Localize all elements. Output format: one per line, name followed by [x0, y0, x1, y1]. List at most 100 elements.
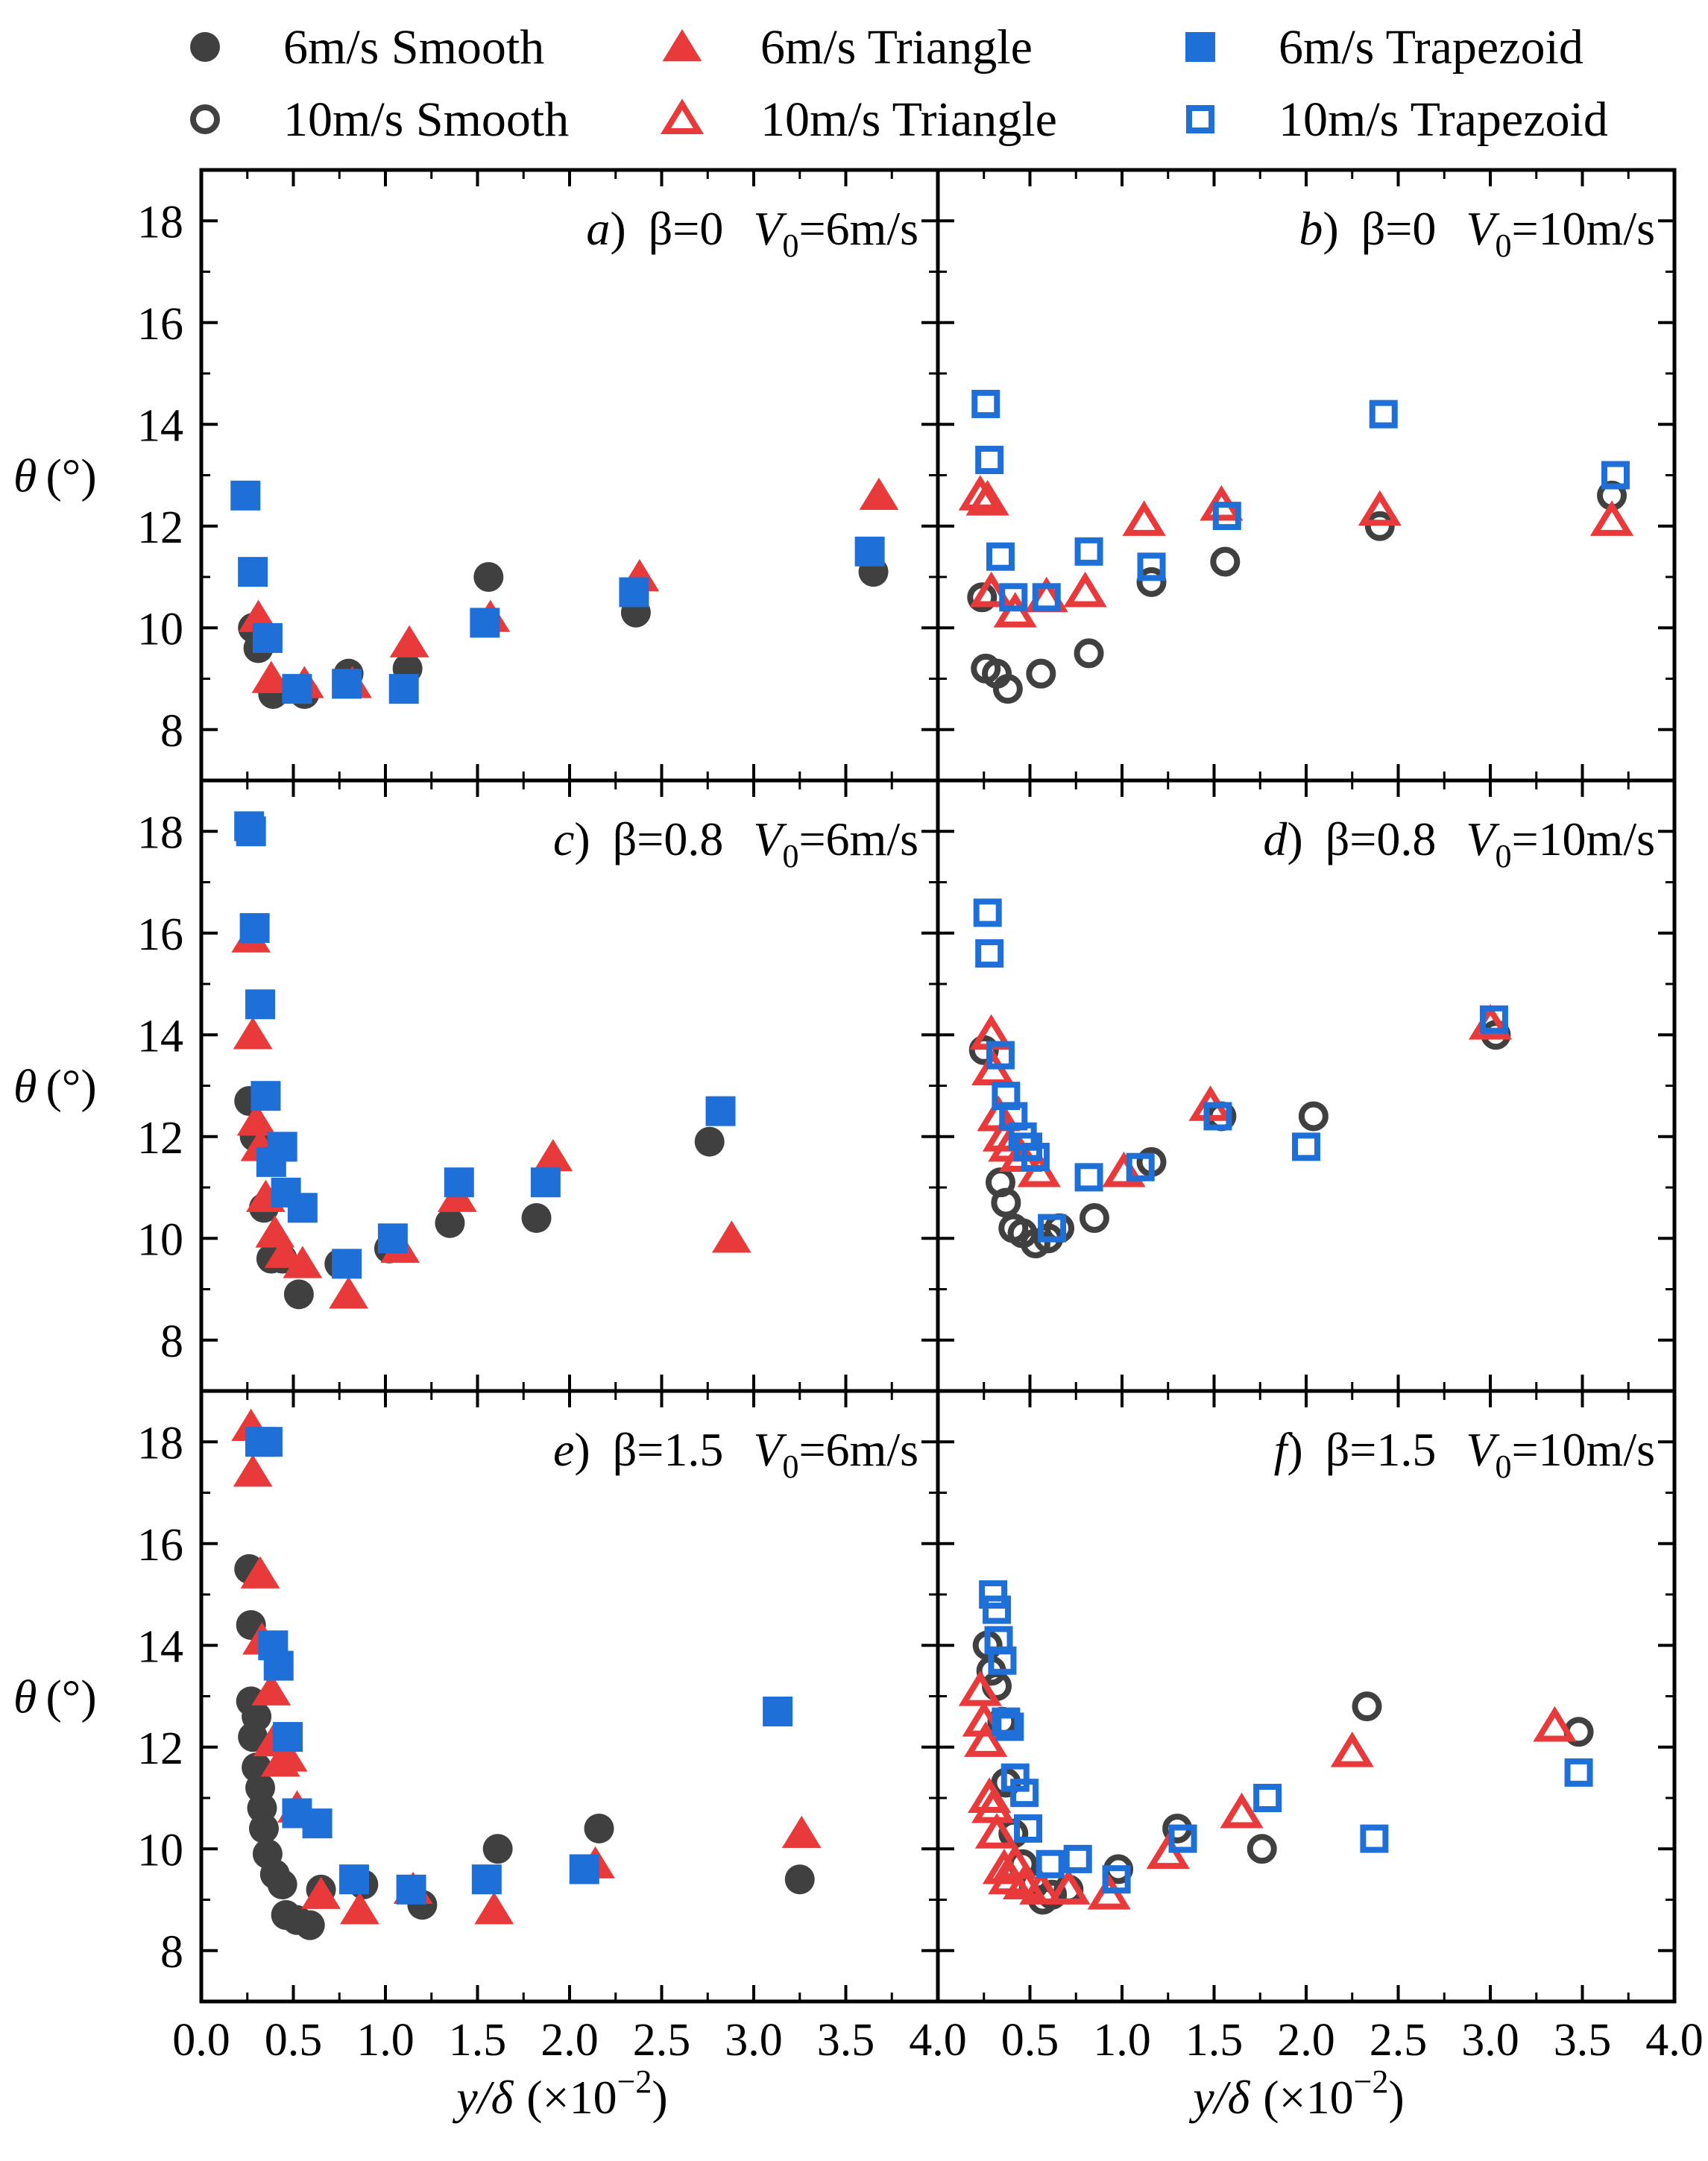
point-t6 [240, 1556, 280, 1589]
point-z10 [1369, 400, 1398, 429]
x-axis-var: y/δ [1188, 2071, 1250, 2124]
point-z10 [1038, 1214, 1067, 1243]
point-z10 [975, 939, 1004, 968]
series-z6 [245, 1427, 793, 1905]
x-tick-label: 3.5 [817, 2015, 875, 2066]
point-t6 [268, 1739, 308, 1772]
panel-beta: β=1.5 [1326, 1423, 1437, 1476]
y-axis-unit: (°) [45, 1060, 96, 1113]
point-z10 [1126, 1152, 1155, 1182]
point-s6 [473, 562, 504, 592]
x-tick-label: 0.0 [172, 2015, 230, 2066]
point-t10 [958, 1671, 1002, 1706]
legend-label-z6: 6m/s Trapezoid [1279, 20, 1583, 75]
point-s10 [968, 1035, 999, 1065]
point-z6 [854, 536, 885, 567]
point-z6 [470, 608, 500, 638]
point-s6 [242, 1701, 272, 1732]
point-t10 [964, 1721, 1008, 1757]
point-z6 [250, 1081, 281, 1111]
point-s10 [1298, 1101, 1329, 1132]
point-z6 [377, 1223, 408, 1254]
point-z6 [252, 622, 283, 653]
point-t6 [233, 1454, 273, 1487]
point-z6 [263, 1650, 294, 1681]
point-z10 [1203, 1102, 1232, 1131]
panel-v0-value: =10m/s [1511, 813, 1655, 865]
point-z10 [1212, 502, 1241, 531]
y-tick-label: 12 [137, 1113, 183, 1164]
panel-beta: β=0 [649, 202, 724, 255]
series-z6 [230, 480, 885, 704]
panel-frame [199, 1389, 940, 2004]
point-z6 [239, 912, 270, 943]
panel-label: e) β=1.5 V0=6m/s [553, 1423, 918, 1485]
point-z10 [979, 1580, 1008, 1609]
y-tick-label: 16 [137, 299, 183, 350]
x-axis-exponent: −2 [617, 2063, 652, 2100]
legend-entry-t6: 6m/s Triangle [662, 20, 1033, 75]
panel-data [958, 1580, 1594, 1915]
point-s10 [1074, 638, 1104, 669]
panel-paren: ) [1323, 202, 1338, 255]
point-t6 [251, 1673, 292, 1706]
legend-marker-s10 [190, 104, 220, 134]
y-tick-label: 18 [137, 1418, 183, 1468]
panel-d: d) β=0.8 V0=10m/s [936, 778, 1677, 1393]
series-z10 [979, 1580, 1593, 1894]
point-t10 [1047, 1869, 1091, 1905]
point-t6 [859, 477, 899, 510]
point-z6 [273, 1722, 303, 1753]
panel-v0-sub: 0 [1495, 1448, 1511, 1485]
legend-entry-s10: 10m/s Smooth [190, 92, 569, 147]
y-axis-var: θ [13, 449, 37, 502]
panel-data [231, 811, 751, 1310]
point-z10 [1292, 1132, 1320, 1161]
point-s10 [1136, 567, 1167, 597]
point-s10 [967, 582, 998, 613]
panel-paren: ) [610, 202, 625, 255]
y-tick-label: 8 [160, 706, 183, 757]
y-tick-label: 18 [137, 197, 183, 247]
point-z6 [302, 1808, 333, 1839]
x-tick-label: 2.0 [1277, 2015, 1335, 2066]
y-axis-var: θ [13, 1060, 37, 1113]
panel-letter: d [1263, 813, 1288, 865]
y-tick-label: 10 [137, 1825, 183, 1876]
panel-v0: V [753, 202, 787, 255]
point-z10 [1032, 583, 1061, 612]
point-s6 [283, 1279, 314, 1310]
point-s10 [1352, 1691, 1382, 1722]
panel-label: b) β=0 V0=10m/s [1299, 202, 1655, 264]
panel-paren: ) [574, 1423, 590, 1476]
point-z6 [238, 557, 268, 587]
panel-beta: β=0.8 [1326, 813, 1437, 865]
point-z6 [230, 480, 261, 511]
panel-data [958, 389, 1634, 704]
panel-v0-sub: 0 [1495, 838, 1511, 874]
panel-label: c) β=0.8 V0=6m/s [553, 813, 918, 874]
y-axis-title: θ (°) [13, 449, 97, 502]
point-s10 [1247, 1834, 1277, 1864]
series-t10 [969, 1003, 1513, 1187]
point-z10 [1253, 1784, 1282, 1812]
y-tick-label: 16 [137, 909, 183, 960]
point-t10 [1220, 1792, 1264, 1829]
legend-label-t6: 6m/s Triangle [760, 20, 1033, 75]
panel-v0-sub: 0 [782, 838, 798, 874]
panel-label: f) β=1.5 V0=10m/s [1274, 1423, 1655, 1485]
point-z6 [287, 1193, 318, 1223]
point-t6 [264, 1235, 304, 1268]
legend-marker-s6 [190, 32, 220, 62]
point-z10 [1564, 1758, 1593, 1787]
point-z10 [1137, 552, 1166, 581]
x-tick-label: 3.0 [1461, 2015, 1519, 2066]
x-axis-close: ) [652, 2071, 667, 2124]
panel-b: b) β=0 V0=10m/s [936, 168, 1677, 783]
x-tick-label: 3.0 [725, 2015, 783, 2066]
panel-v0-value: =10m/s [1511, 1423, 1655, 1476]
point-z6 [282, 674, 312, 704]
legend-marker-z10 [1186, 105, 1214, 133]
point-z6 [619, 577, 649, 608]
